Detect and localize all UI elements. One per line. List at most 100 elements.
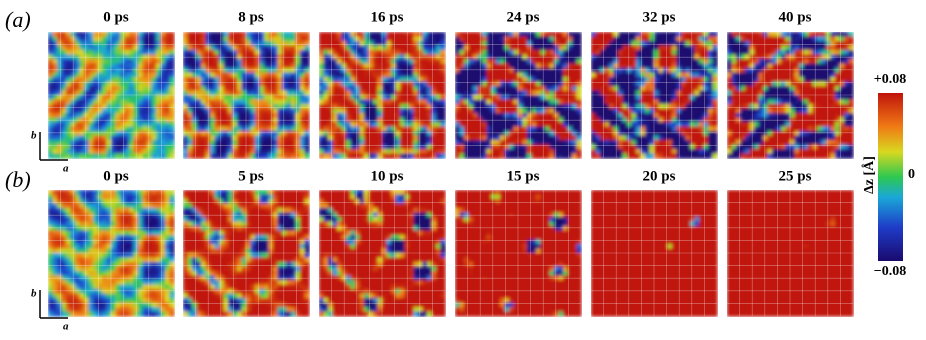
- heatmap-cell: [469, 95, 474, 100]
- heatmap-cell: [396, 122, 401, 127]
- heatmap-cell: [849, 149, 854, 154]
- heatmap-cell: [817, 131, 822, 136]
- heatmap-cell: [409, 113, 414, 118]
- heatmap-cell: [736, 73, 741, 78]
- heatmap-cell: [66, 59, 71, 64]
- heatmap-cell: [609, 41, 614, 46]
- heatmap-cell: [781, 41, 786, 46]
- heatmap-cell: [659, 104, 664, 109]
- heatmap-cell: [53, 136, 58, 141]
- heatmap-cell: [668, 122, 673, 127]
- heatmap-cell: [654, 122, 659, 127]
- heatmap-cell: [844, 59, 849, 64]
- heatmap-cell: [120, 46, 125, 51]
- heatmap-cell: [844, 68, 849, 73]
- heatmap-cell: [278, 86, 283, 91]
- heatmap-cell: [62, 95, 67, 100]
- heatmap-cell: [781, 68, 786, 73]
- heatmap-cell: [654, 77, 659, 82]
- heatmap-cell: [455, 68, 460, 73]
- heatmap-cell: [822, 77, 827, 82]
- heatmap-cell: [391, 73, 396, 78]
- heatmap-cell: [396, 104, 401, 109]
- heatmap-cell: [618, 37, 623, 42]
- heatmap-cell: [668, 131, 673, 136]
- heatmap-cell: [66, 154, 71, 159]
- heatmap-cell: [781, 59, 786, 64]
- heatmap-cell: [400, 154, 405, 159]
- heatmap-cell: [605, 95, 610, 100]
- heatmap-cell: [351, 113, 356, 118]
- heatmap-cell: [632, 86, 637, 91]
- heatmap-cell: [278, 77, 283, 82]
- heatmap-cell: [672, 136, 677, 141]
- heatmap-cell: [500, 59, 505, 64]
- heatmap-cell: [373, 109, 378, 114]
- heatmap-cell: [768, 100, 773, 105]
- heatmap-cell: [672, 122, 677, 127]
- heatmap-cell: [170, 64, 175, 69]
- heatmap-cell: [147, 37, 152, 42]
- heatmap-cell: [690, 140, 695, 145]
- heatmap-cell: [66, 68, 71, 73]
- heatmap-cell: [808, 37, 813, 42]
- heatmap-cell: [138, 104, 143, 109]
- heatmap-cell: [768, 73, 773, 78]
- heatmap-cell: [319, 104, 324, 109]
- heatmap-cell: [781, 136, 786, 141]
- heatmap-cell: [328, 68, 333, 73]
- heatmap-cell: [609, 59, 614, 64]
- heatmap-cell: [523, 46, 528, 51]
- heatmap-cell: [215, 37, 220, 42]
- heatmap-cell: [102, 109, 107, 114]
- heatmap-cell: [147, 154, 152, 159]
- heatmap-cell: [219, 86, 224, 91]
- heatmap-cell: [768, 104, 773, 109]
- heatmap-cell: [518, 95, 523, 100]
- heatmap-cell: [591, 86, 596, 91]
- heatmap-cell: [165, 32, 170, 37]
- heatmap-cell: [382, 100, 387, 105]
- heatmap-cell: [165, 37, 170, 42]
- heatmap-cell: [605, 41, 610, 46]
- heatmap-cell: [532, 50, 537, 55]
- heatmap-cell: [75, 140, 80, 145]
- heatmap-cell: [351, 68, 356, 73]
- heatmap-cell: [427, 136, 432, 141]
- heatmap-cell: [210, 100, 215, 105]
- heatmap-cell: [251, 64, 256, 69]
- heatmap-cell: [741, 100, 746, 105]
- heatmap-cell: [337, 149, 342, 154]
- heatmap-cell: [333, 154, 338, 159]
- heatmap-cell: [396, 32, 401, 37]
- heatmap-cell: [577, 46, 582, 51]
- heatmap-cell: [62, 262, 67, 267]
- heatmap-cell: [577, 32, 582, 37]
- heatmap-cell: [804, 41, 809, 46]
- heatmap-cell: [741, 122, 746, 127]
- heatmap-cell: [84, 73, 89, 78]
- heatmap-cell: [808, 50, 813, 55]
- heatmap-cell: [116, 109, 121, 114]
- heatmap-cell: [156, 68, 161, 73]
- heatmap-cell: [53, 59, 58, 64]
- heatmap-cell: [427, 140, 432, 145]
- heatmap-cell: [763, 32, 768, 37]
- heatmap-cell: [89, 68, 94, 73]
- heatmap-cell: [66, 50, 71, 55]
- heatmap-cell: [554, 73, 559, 78]
- heatmap-cell: [351, 149, 356, 154]
- heatmap-cell: [636, 86, 641, 91]
- heatmap-cell: [600, 41, 605, 46]
- heatmap-cell: [754, 131, 759, 136]
- heatmap-cell: [600, 64, 605, 69]
- heatmap-cell: [600, 73, 605, 78]
- heatmap-cell: [273, 77, 278, 82]
- heatmap-cell: [759, 59, 764, 64]
- heatmap-cell: [382, 104, 387, 109]
- heatmap-cell: [409, 131, 414, 136]
- heatmap-cell: [53, 244, 58, 249]
- heatmap-cell: [201, 59, 206, 64]
- heatmap-cell: [572, 100, 577, 105]
- heatmap-cell: [455, 64, 460, 69]
